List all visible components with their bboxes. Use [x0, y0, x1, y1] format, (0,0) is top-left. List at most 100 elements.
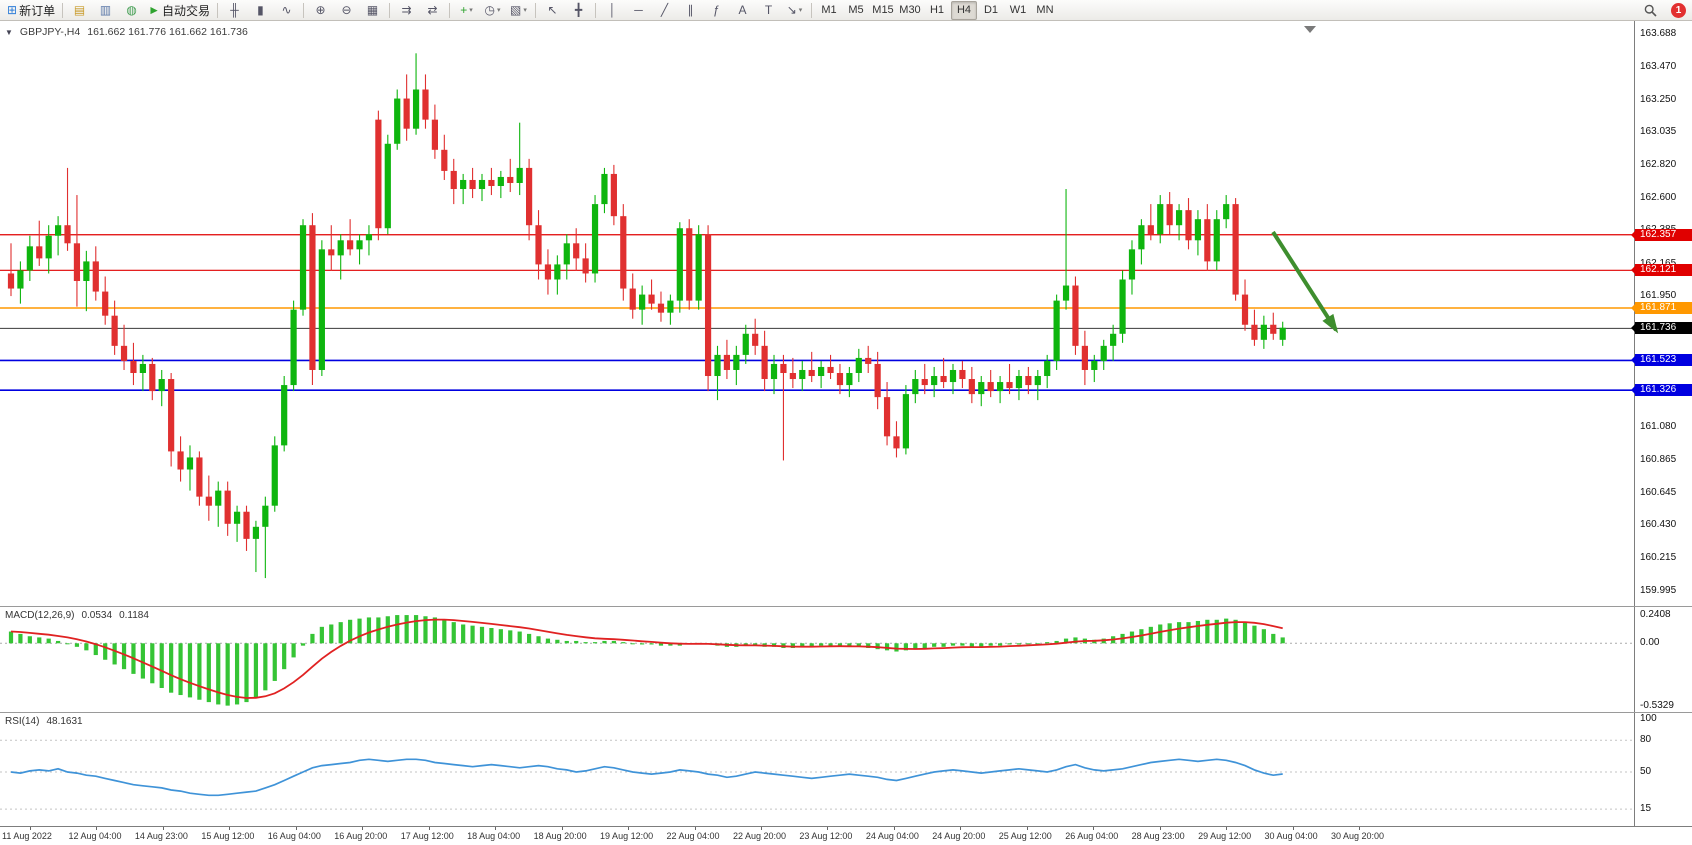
rsi-value: 48.1631: [46, 716, 83, 727]
rsi-line: [10, 758, 1283, 797]
zoom-in-button[interactable]: ⊕: [308, 0, 333, 20]
time-axis-label: 15 Aug 12:00: [201, 831, 255, 841]
macd-histogram: [8, 615, 1285, 706]
chart-shift-button[interactable]: ⇄: [420, 0, 445, 20]
timeframe-button-m5[interactable]: M5: [848, 4, 864, 16]
text-button[interactable]: A: [730, 0, 755, 20]
trendline-icon: ╱: [660, 3, 669, 17]
time-axis-label: 26 Aug 04:00: [1065, 831, 1119, 841]
macd-axis[interactable]: 0.2408 0.00 -0.5329: [1634, 607, 1692, 712]
candlestick-series: [7, 53, 1286, 579]
cursor-button[interactable]: ↖: [540, 0, 565, 20]
rsi-panel[interactable]: RSI(14) 48.1631 100 80 50 15: [0, 712, 1692, 826]
time-axis-label: 17 Aug 12:00: [400, 831, 454, 841]
price-axis-tick: 163.250: [1640, 94, 1677, 106]
crosshair-button[interactable]: ╋: [566, 0, 591, 20]
price-axis-tick: 160.645: [1640, 486, 1677, 498]
data-window-button[interactable]: ▥: [93, 0, 118, 20]
macd-axis-tick: -0.5329: [1640, 699, 1674, 711]
search-button[interactable]: [1638, 0, 1663, 20]
arrows-button[interactable]: ↘ ▾: [782, 0, 807, 20]
bar-chart-button[interactable]: ╫: [222, 0, 247, 20]
price-axis-tick: 162.600: [1640, 192, 1677, 204]
timeframe-button-h1[interactable]: H1: [929, 4, 945, 16]
timeframe-button-m15[interactable]: M15: [872, 4, 894, 16]
periods-button[interactable]: ◷ ▾: [480, 0, 505, 20]
fibonacci-button[interactable]: ƒ: [704, 0, 729, 20]
horizontal-line-button[interactable]: ─: [626, 0, 651, 20]
symbol-info-label: ▼ GBPJPY-,H4 161.662 161.776 161.662 161…: [5, 26, 248, 38]
timeframe-button-w1[interactable]: W1: [1009, 4, 1027, 16]
templates-button[interactable]: ▧ ▾: [506, 0, 531, 20]
macd-axis-tick: 0.00: [1640, 637, 1660, 649]
autotrading-button[interactable]: ► 自动交易: [145, 0, 213, 20]
time-axis-label: 30 Aug 04:00: [1264, 831, 1318, 841]
price-axis-tick: 162.820: [1640, 158, 1677, 170]
macd-name: MACD(12,26,9): [5, 610, 75, 621]
timeframe-button-mn[interactable]: MN: [1036, 4, 1054, 16]
time-axis-label: 18 Aug 04:00: [467, 831, 521, 841]
cursor-icon: ↖: [547, 3, 558, 17]
rsi-canvas[interactable]: [0, 713, 1635, 826]
trend-arrow-head[interactable]: [1322, 313, 1339, 334]
time-axis-tick: [760, 827, 762, 830]
main-chart-canvas[interactable]: [0, 21, 1635, 606]
time-axis-label: 11 Aug 2022: [2, 831, 52, 841]
text-label-button[interactable]: T: [756, 0, 781, 20]
new-order-icon: ⊞: [7, 3, 18, 17]
time-axis-tick: [694, 827, 696, 830]
time-axis-tick: [628, 827, 630, 830]
time-axis-label: 22 Aug 04:00: [666, 831, 720, 841]
candlestick-chart-button[interactable]: ▮: [248, 0, 273, 20]
timeframe-button-d1[interactable]: D1: [983, 4, 999, 16]
new-order-button[interactable]: ⊞ 新订单: [4, 0, 58, 20]
time-axis-tick: [96, 827, 98, 830]
text-icon: A: [738, 3, 747, 17]
notifications-badge[interactable]: 1: [1671, 2, 1686, 18]
macd-panel[interactable]: MACD(12,26,9) 0.0534 0.1184 0.2408 0.00 -0…: [0, 606, 1692, 712]
price-axis-tick: 163.470: [1640, 60, 1677, 72]
chart-shift-marker[interactable]: [1304, 26, 1316, 33]
auto-scroll-button[interactable]: ⇉: [394, 0, 419, 20]
timeframe-button-h4[interactable]: H4: [950, 0, 977, 20]
indicators-icon: +: [460, 3, 468, 17]
price-tag-161.326: 161.326: [1631, 384, 1692, 397]
fibonacci-icon: ƒ: [713, 3, 720, 17]
price-axis-tick: 160.215: [1640, 551, 1677, 563]
macd-canvas[interactable]: [0, 607, 1635, 712]
chevron-down-icon: ▾: [496, 7, 501, 14]
toolbar-separator: [62, 2, 64, 18]
time-axis-label: 29 Aug 12:00: [1198, 831, 1252, 841]
main-chart-panel[interactable]: ▼ GBPJPY-,H4 161.662 161.776 161.662 161…: [0, 21, 1692, 606]
vertical-line-button[interactable]: │: [600, 0, 625, 20]
horizontal-line-icon: ─: [634, 3, 643, 17]
navigator-button[interactable]: ◍: [119, 0, 144, 20]
time-axis-tick: [827, 827, 829, 830]
indicators-button[interactable]: + ▾: [454, 0, 479, 20]
rsi-axis[interactable]: 100 80 50 15: [1634, 713, 1692, 826]
zoom-out-button[interactable]: ⊖: [334, 0, 359, 20]
one-click-trading-icon[interactable]: ▼: [5, 27, 13, 37]
ohlc-values-text: 161.662 161.776 161.662 161.736: [87, 26, 248, 38]
price-axis[interactable]: 163.688 163.470 163.250 163.035 162.820 162.6…: [1631, 21, 1692, 606]
trend-arrow-annotation[interactable]: [1271, 230, 1338, 332]
price-tag-162.357: 162.357: [1631, 228, 1692, 241]
macd-value-signal: 0.1184: [119, 610, 149, 621]
timeframe-button-m30[interactable]: M30: [899, 4, 921, 16]
market-watch-button[interactable]: ▤: [67, 0, 92, 20]
time-axis-tick: [960, 827, 962, 830]
trendline-button[interactable]: ╱: [652, 0, 677, 20]
templates-icon: ▧: [510, 3, 522, 17]
equidistant-channel-button[interactable]: ∥: [678, 0, 703, 20]
tile-windows-button[interactable]: ▦: [360, 0, 385, 20]
candlestick-chart-icon: ▮: [257, 3, 264, 17]
time-axis-label: 14 Aug 23:00: [134, 831, 188, 841]
time-axis-label: 16 Aug 04:00: [267, 831, 321, 841]
time-axis[interactable]: 11 Aug 2022 12 Aug 04:00 14 Aug 23:00 15 Au…: [0, 826, 1692, 845]
time-axis-tick: [1292, 827, 1294, 830]
timeframe-button-m1[interactable]: M1: [821, 4, 837, 16]
time-axis-label: 28 Aug 23:00: [1131, 831, 1185, 841]
time-axis-tick: [162, 827, 164, 830]
price-axis-tick: 160.430: [1640, 519, 1677, 531]
line-chart-button[interactable]: ∿: [274, 0, 299, 20]
